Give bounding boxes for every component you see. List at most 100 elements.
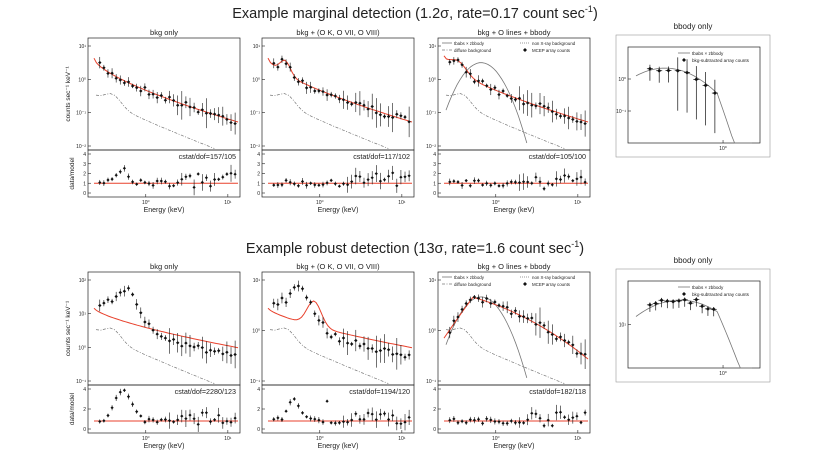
data-point [98,303,102,308]
ratio-point [526,418,530,422]
data-point [382,114,387,119]
data-point [399,353,403,357]
y-axis-label: counts sec⁻¹ keV⁻¹ [65,300,72,356]
model-curve [635,67,752,144]
chart-panel: bkg only 10² 10¹ 10⁰ 10⁻¹ 0 2 4 10⁰ 10¹ Energy (ke… [65,262,241,450]
data-point [147,92,151,97]
data-point [538,321,542,325]
data-point [102,66,106,70]
ratio-point [358,175,362,179]
y-tick-label: 10¹ [79,44,87,50]
data-point [579,120,583,124]
ratio-point [337,184,341,188]
ratio-point [188,174,192,178]
data-point [460,63,464,67]
ratio-point [382,412,387,416]
data-point [694,297,699,302]
model-curve [267,300,413,349]
ratio-point [534,175,538,179]
data-point [509,312,513,316]
data-point [391,115,395,120]
x-tick-label: 10⁰ [142,200,150,206]
ratio-point [460,419,464,423]
ratio-point [501,421,505,425]
data-point [180,103,184,107]
ratio-point [476,417,481,421]
ratio-point [176,418,180,422]
ratio-point [530,181,534,185]
axes-frame [627,46,761,144]
ratio-point [468,418,472,422]
data-point [163,98,168,102]
ratio-tick-label: 4 [433,152,436,158]
ratio-point [139,414,143,418]
data-point [317,89,321,93]
data-point [530,103,534,107]
x-tick-label: 10⁰ [316,436,324,442]
data-point [208,111,213,116]
ratio-point [184,175,188,179]
data-point [542,323,546,328]
data-point [659,298,664,303]
ratio-point [135,182,139,186]
x-tick-label: 10⁰ [316,200,324,206]
ratio-tick-label: 4 [433,387,436,393]
data-point [196,344,200,348]
data-point [671,299,676,304]
data-point [456,58,460,62]
data-point [647,66,652,71]
ratio-point [208,420,213,424]
data-point [362,103,366,107]
ratio-point [300,411,305,415]
data-point [200,345,204,350]
ratio-point [448,180,452,184]
data-point [135,86,139,90]
data-point [456,315,460,319]
ratio-point [172,420,176,424]
data-point [395,112,399,116]
data-point [675,68,680,73]
ratio-point [155,420,159,424]
data-point [517,314,522,319]
data-point [221,114,225,118]
ratio-tick-label: 0 [257,427,260,433]
data-point [358,344,362,348]
ratio-point [403,420,407,424]
data-point [139,89,143,93]
diffuse-background-curve [95,327,215,384]
data-point [395,352,399,356]
ratio-axis-label: data/model [69,157,76,190]
data-point [151,328,155,332]
data-point [546,106,550,110]
data-point [489,301,493,306]
ratio-point [139,178,143,182]
data-point [350,102,354,106]
y-tick-label: 10⁰ [428,329,436,335]
data-point [567,340,571,345]
ratio-point [567,175,571,179]
data-point [530,316,534,320]
data-point [386,348,391,352]
ratio-tick-label: 2 [433,172,436,178]
ratio-tick-label: 2 [83,172,86,178]
ratio-point [542,187,546,191]
data-point [341,98,346,102]
data-point [280,57,284,61]
ratio-point [407,174,411,178]
ratio-point [362,417,366,421]
x-tick-label: 10¹ [574,200,582,206]
data-point [337,339,342,344]
data-point [229,353,233,358]
ratio-point [505,421,509,425]
stat-label: cstat/dof=105/100 [529,152,586,161]
legend-label-model: tbabs × zbbody [454,275,485,280]
ratio-point [126,175,131,179]
ratio-point [575,177,579,181]
legend-label-model: tbabs × zbbody [692,285,724,290]
ratio-point [571,179,575,183]
ratio-point [526,180,530,184]
data-point [122,289,127,293]
data-point [200,108,204,112]
data-point [448,60,452,64]
data-point [501,304,505,308]
